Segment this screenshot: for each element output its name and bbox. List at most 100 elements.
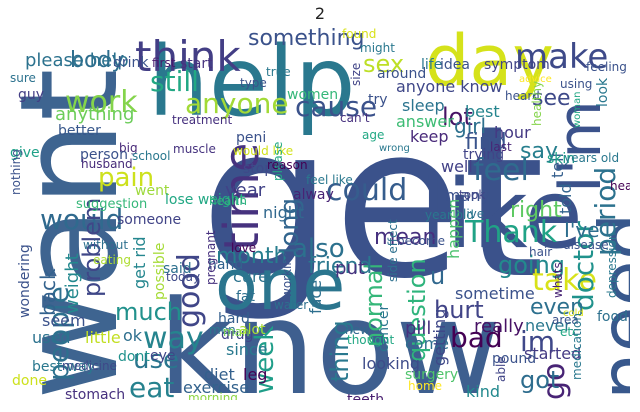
word-type: type [240,76,267,90]
word-drug: drug [221,327,254,343]
word-friend: friend [308,254,373,279]
word-could: could [326,173,408,208]
word-fat: fat [236,289,255,305]
word-like: like [420,160,583,270]
word-advice: advice [519,74,552,85]
word-sometime: sometime [455,284,535,303]
word-treatment: treatment [172,113,233,127]
word-lot: lot [442,103,473,131]
word-day: day [425,28,554,102]
word-leg: leg [243,365,268,384]
word-best-way: best way [32,359,96,375]
word-little: little [85,328,121,347]
word-kind: kind [466,382,501,400]
word-anyone: anyone [185,87,289,120]
word-done: done [12,373,47,389]
word-life: life [421,57,443,73]
word-men: men [209,323,236,337]
word-pound: pound [492,351,537,367]
word-eye: eye [150,348,176,364]
word-took: took [459,188,486,202]
word-im-small: im [520,325,556,358]
word-stop: stop [243,161,274,177]
word-work: work [65,85,138,120]
word-disease: disease [563,238,609,252]
word-dont: dont [118,349,150,365]
word-diet: diet [204,365,235,384]
word-alot: alot [239,322,266,338]
word-found: found [342,28,377,41]
word-cold: cold [563,308,584,319]
word-way: way [143,321,204,356]
word-last: last [490,140,512,154]
word-feel-like: feel like [306,173,353,187]
word-feel: feel [473,153,529,188]
word-person: person [80,147,128,163]
word-medicine: medicine [62,359,117,373]
word-age: age [362,128,385,142]
word-heard: heard [505,89,540,103]
word-said: said [163,261,192,277]
word-find: find [465,130,507,155]
word-true: true [266,65,291,79]
word-reason: reason [267,158,308,172]
word-mean: mean [374,225,437,250]
word-know: know [158,272,502,400]
word-lose-weight: lose weight [165,192,246,208]
word-hair: hair [529,245,553,259]
word-live: live [463,207,485,221]
word-started: started [524,344,582,363]
word-help: help [148,28,356,138]
word-make: make [515,37,609,77]
word-think: think [135,32,241,81]
word-come: come [405,334,450,353]
word-went: went [135,183,170,199]
word-get-rid: get rid [130,236,149,289]
word-school: school [132,149,171,163]
word-look: look [595,77,611,107]
word-answer: answer [396,112,454,131]
word-hand: hand [208,257,244,273]
word-morning: morning [188,391,238,400]
word-year: year [225,180,266,201]
word-say: say [520,139,558,164]
word-without: without [83,238,129,252]
word-stomach: stomach [65,387,126,400]
word-start: start [180,56,213,72]
word-thought: thought [347,333,395,347]
word-alway: alway [293,187,334,203]
word-thank: Thank [465,215,558,250]
word-cure: cure [233,267,269,286]
word-around: around [377,66,427,82]
word-bad: bad [450,321,503,354]
word-cant: can't [340,111,370,125]
word-health: health [209,194,247,208]
word-also: also [292,234,345,264]
word-better: better [58,123,101,139]
word-keep: keep [410,127,449,146]
word-healthy: healthy [530,80,544,126]
word-even: even [530,295,585,320]
word-getting: getting [430,308,449,366]
word-year-old: year old [425,208,474,222]
word-month: month [216,244,288,269]
word-women: women [287,87,339,103]
word-sure: sure [10,71,36,85]
word-try: try [368,92,388,108]
word-ive: I've [564,218,600,242]
word-take: take [532,263,597,298]
word-able: able [494,356,508,382]
word-head: head [610,179,630,193]
word-told: told [556,183,575,214]
word-exercise: exercise [183,378,250,397]
word-sex: sex [363,50,405,78]
word-face: face [306,279,325,314]
word-cause: cause [295,90,378,123]
word-surgery: surgery [405,367,459,383]
word-one: one [215,244,346,326]
word-many: many [445,186,490,205]
word-cloud: get know want help day like need one I'm time thin… [10,28,630,400]
word-muscle: muscle [173,142,216,156]
figure-title: 2 [314,4,326,23]
